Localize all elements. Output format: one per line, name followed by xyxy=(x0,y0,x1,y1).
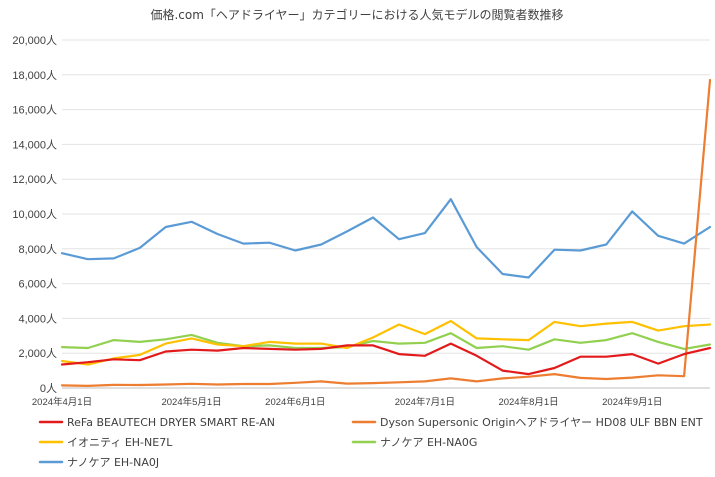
x-tick-label: 2024年7月1日 xyxy=(395,396,455,408)
series-line-4 xyxy=(60,332,712,351)
series-line-1 xyxy=(60,342,712,376)
x-tick-label: 2024年6月1日 xyxy=(265,396,325,408)
y-tick-label: 8,000人 xyxy=(18,243,57,256)
x-tick-label: 2024年8月1日 xyxy=(498,396,558,408)
y-tick-label: 4,000人 xyxy=(18,312,57,325)
legend-label: Dyson Supersonic Originヘアドライヤー HD08 ULF … xyxy=(380,416,703,429)
legend-label: ReFa BEAUTECH DRYER SMART RE-AN xyxy=(67,416,275,429)
series-line-3 xyxy=(60,319,712,366)
y-tick-label: 12,000人 xyxy=(12,173,57,186)
legend: ReFa BEAUTECH DRYER SMART RE-AN Dyson Sup… xyxy=(38,416,703,469)
y-tick-label: 16,000人 xyxy=(12,104,57,117)
series-line-2 xyxy=(60,78,712,387)
y-tick-label: 10,000人 xyxy=(12,208,57,221)
y-tick-label: 14,000人 xyxy=(12,138,57,151)
y-tick-label: 0人 xyxy=(40,382,57,395)
legend-label: イオニティ EH-NE7L xyxy=(67,436,173,449)
gridlines xyxy=(62,39,710,389)
y-tick-label: 18,000人 xyxy=(12,69,57,82)
legend-label: ナノケア EH-NA0J xyxy=(67,456,159,469)
x-tick-label: 2024年5月1日 xyxy=(161,396,221,408)
series-lines xyxy=(60,78,712,387)
x-tick-label: 2024年9月1日 xyxy=(602,396,662,408)
legend-label: ナノケア EH-NA0G xyxy=(380,436,477,449)
chart-title: 価格.com「ヘアドライヤー」カテゴリーにおける人気モデルの閲覧者数推移 xyxy=(150,7,563,22)
y-tick-label: 2,000人 xyxy=(18,347,57,360)
series-line-5 xyxy=(60,198,712,279)
x-tick-label: 2024年4月1日 xyxy=(32,396,92,408)
y-tick-label: 6,000人 xyxy=(18,278,57,291)
y-tick-label: 20,000人 xyxy=(12,34,57,47)
y-axis: 0人 2,000人 4,000人 6,000人 8,000人 10,000人 12,000人… xyxy=(12,34,57,395)
x-axis: 2024年4月1日 2024年5月1日 2024年6月1日 2024年7月1日 2024… xyxy=(32,396,662,408)
